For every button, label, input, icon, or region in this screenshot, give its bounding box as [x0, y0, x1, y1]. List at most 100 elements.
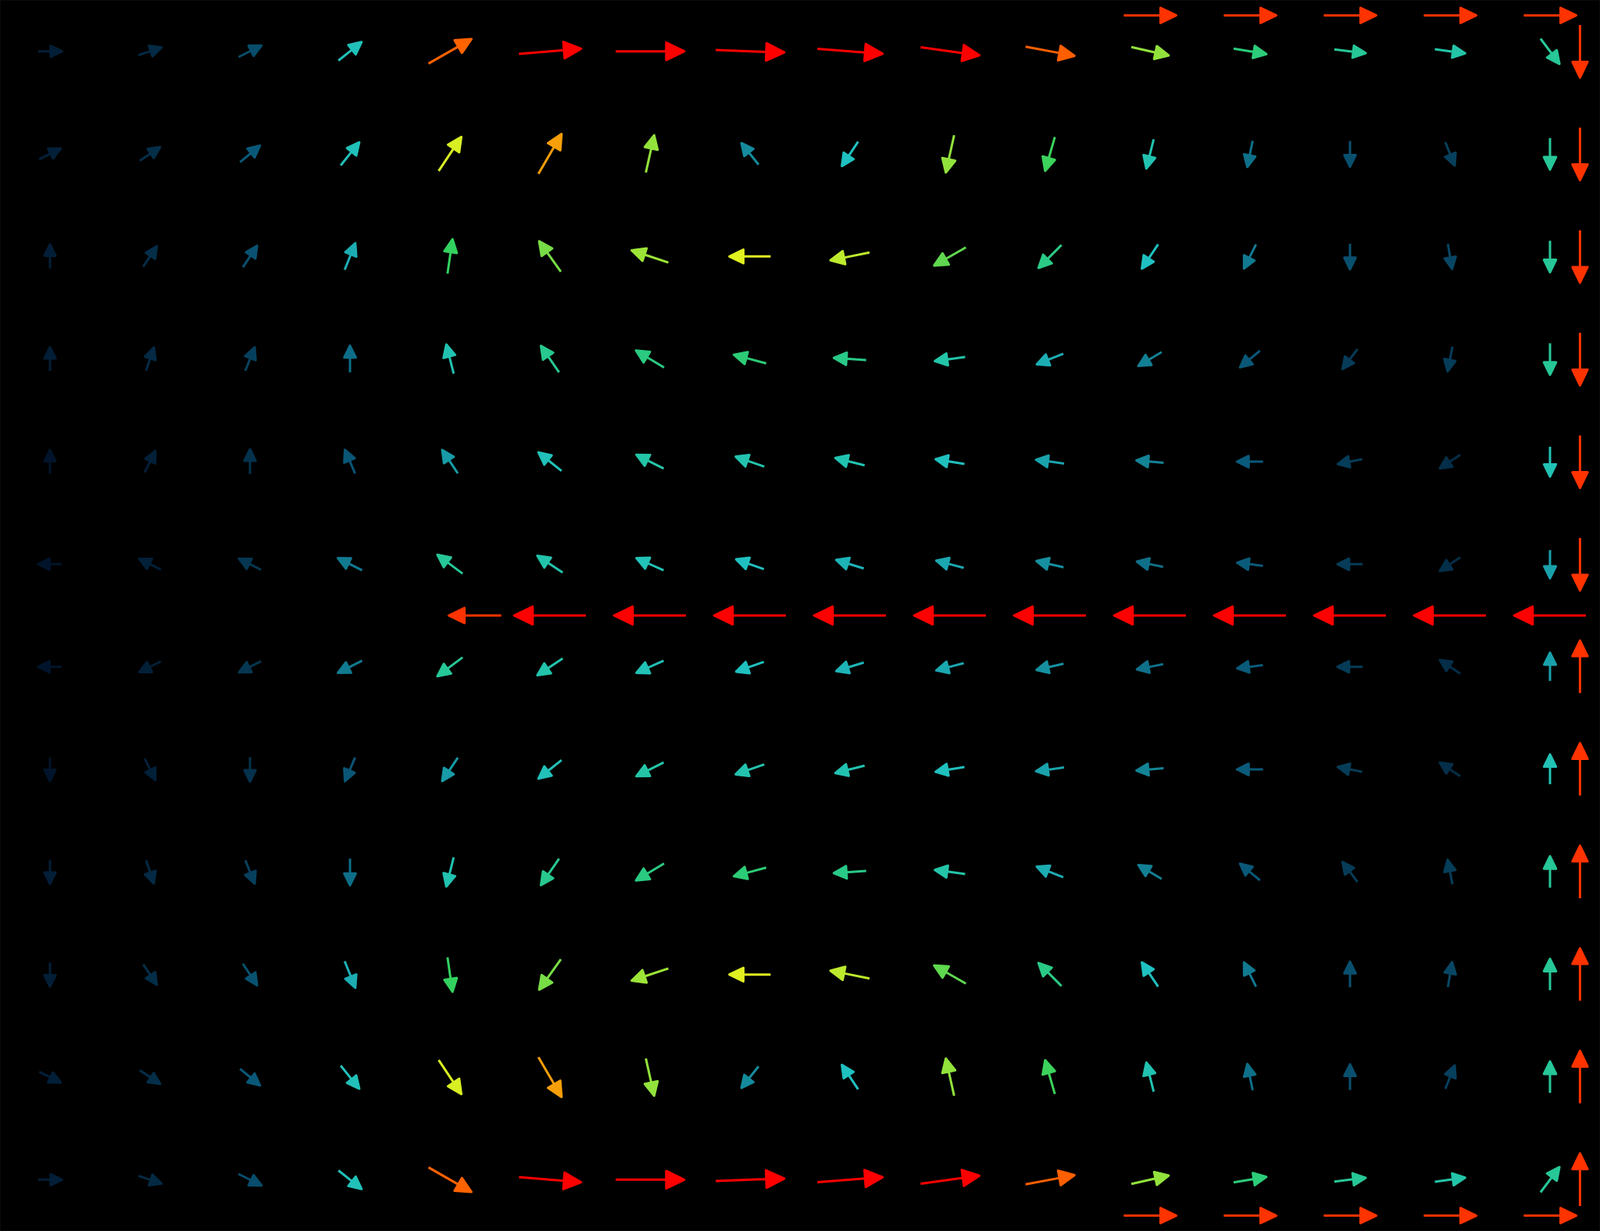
vector-arrow — [242, 246, 258, 268]
vector-arrow — [338, 660, 363, 674]
vector-arrow — [1423, 1208, 1476, 1224]
vector-arrow — [1514, 607, 1586, 625]
vector-arrow — [1038, 963, 1061, 987]
vector-arrow — [537, 556, 563, 574]
vector-arrow — [615, 42, 685, 61]
vector-arrow — [1572, 846, 1588, 899]
vector-arrow — [538, 134, 562, 175]
vector-arrow — [733, 352, 766, 365]
vector-arrow — [1543, 446, 1556, 477]
vector-arrow — [1572, 435, 1588, 488]
vector-arrow — [1237, 661, 1264, 674]
vector-arrow — [1323, 1208, 1376, 1224]
vector-arrow — [735, 455, 765, 468]
vector-arrow — [1337, 558, 1363, 571]
vector-arrow — [1540, 1167, 1560, 1193]
vector-arrow — [920, 45, 979, 61]
vector-arrow — [935, 557, 964, 570]
vector-arrow — [38, 558, 62, 570]
vector-arrow — [428, 39, 472, 64]
vector-arrow — [1136, 455, 1165, 468]
vector-arrow — [439, 1060, 462, 1095]
plot-frame — [0, 0, 1600, 1231]
vector-arrow — [1543, 1061, 1557, 1093]
vector-arrow — [38, 661, 62, 673]
vector-arrow — [442, 757, 458, 782]
vector-arrow — [935, 661, 964, 674]
vector-arrow — [344, 450, 356, 474]
vector-arrow — [1136, 661, 1164, 674]
vector-arrow — [538, 760, 562, 779]
vector-arrow — [1435, 1173, 1466, 1186]
vector-arrow — [715, 42, 785, 61]
vector-arrow — [142, 246, 157, 267]
vector-arrow — [1337, 456, 1362, 468]
vector-arrow — [139, 661, 161, 673]
vector-arrow — [518, 42, 581, 59]
background — [0, 0, 1600, 1231]
vector-arrow — [1223, 1208, 1276, 1224]
vector-arrow — [835, 764, 865, 776]
vector-arrow — [1239, 864, 1261, 881]
vector-arrow — [920, 1170, 979, 1186]
vector-arrow — [835, 557, 864, 570]
vector-arrow — [741, 1066, 759, 1089]
vector-arrow — [1136, 558, 1164, 571]
vector-arrow — [934, 247, 967, 266]
vector-arrow — [1445, 142, 1457, 166]
vector-arrow — [344, 858, 357, 886]
vector-arrow — [733, 867, 766, 879]
vector-arrow — [1036, 353, 1064, 366]
vector-arrow — [437, 554, 463, 574]
vector-arrow — [735, 764, 765, 777]
vector-arrow — [830, 251, 870, 265]
vector-arrow — [1543, 754, 1556, 785]
vector-arrow — [518, 1172, 581, 1190]
vector-arrow — [636, 660, 665, 674]
vector-arrow — [1544, 653, 1557, 682]
vector-arrow — [538, 1057, 562, 1098]
vector-arrow — [1138, 864, 1162, 879]
vector-arrow — [238, 1174, 261, 1186]
vector-arrow — [1025, 46, 1075, 61]
vector-arrow — [1214, 607, 1286, 625]
vector-arrow — [340, 142, 360, 166]
vector-arrow — [1572, 1153, 1588, 1207]
vector-arrow — [1025, 1171, 1075, 1186]
vector-arrow — [1236, 456, 1263, 468]
vector-arrow — [448, 607, 501, 623]
vector-arrow — [1042, 1060, 1056, 1094]
vector-arrow — [636, 557, 665, 571]
vector-arrow — [1523, 1208, 1576, 1224]
vector-arrow — [238, 45, 261, 58]
vector-arrow — [145, 860, 157, 885]
vector-arrow — [1444, 243, 1456, 269]
vector-arrow — [1236, 764, 1263, 776]
vector-arrow — [539, 241, 561, 272]
vector-arrow — [635, 350, 665, 368]
vector-arrow — [539, 959, 561, 990]
vector-arrow — [614, 607, 686, 625]
vector-arrow — [1435, 46, 1466, 58]
vector-arrow — [245, 860, 257, 884]
vector-arrow — [1143, 139, 1156, 168]
vector-arrow — [239, 558, 261, 570]
vector-arrow — [1544, 550, 1557, 579]
vector-arrow — [38, 46, 63, 58]
vector-arrow — [1439, 660, 1461, 675]
vector-arrow — [1223, 7, 1276, 23]
vector-arrow — [444, 957, 458, 993]
vector-arrow — [144, 450, 156, 473]
vector-arrow — [1444, 346, 1456, 372]
vector-arrow — [1439, 454, 1461, 468]
vector-arrow — [1344, 1064, 1357, 1091]
vector-arrow — [1036, 661, 1065, 674]
vector-arrow — [1136, 764, 1165, 776]
vector-arrow — [1543, 856, 1557, 888]
vector-arrow — [1314, 607, 1386, 625]
vector-arrow — [1131, 1172, 1169, 1186]
vector-arrow — [729, 967, 772, 982]
vector-arrow — [239, 1068, 261, 1086]
vector-arrow — [1143, 1062, 1156, 1092]
vector-arrow — [714, 607, 786, 625]
